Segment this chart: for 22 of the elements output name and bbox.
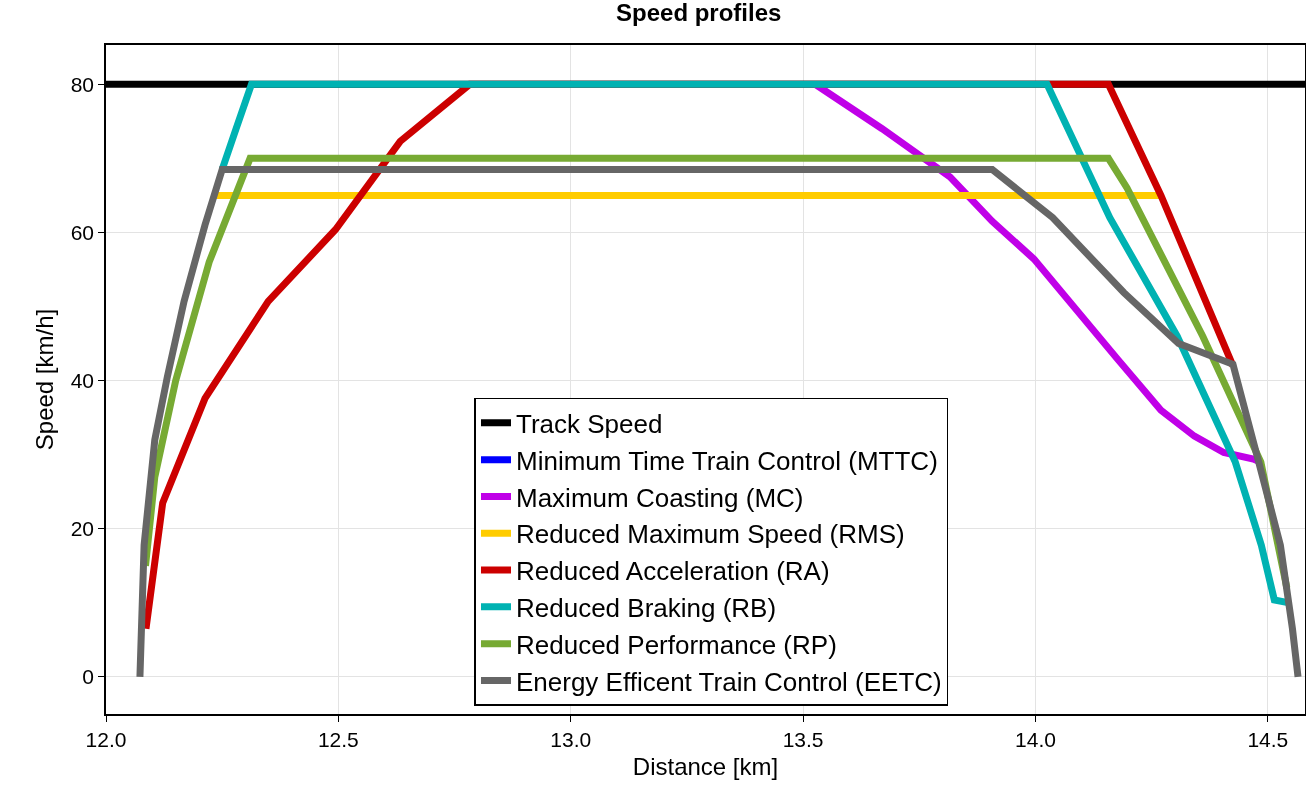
legend-label: Energy Efficent Train Control (EETC) bbox=[515, 666, 942, 697]
legend-label: Maximum Coasting (MC) bbox=[515, 482, 804, 513]
x-axis-title: Distance [km] bbox=[632, 752, 779, 780]
x-tick-label: 13.5 bbox=[782, 727, 824, 751]
chart-title: Speed profiles bbox=[616, 0, 782, 26]
x-tick-label: 14.5 bbox=[1247, 727, 1289, 751]
y-tick-label: 80 bbox=[70, 72, 95, 96]
y-tick-label: 20 bbox=[70, 517, 95, 541]
legend-label: Minimum Time Train Control (MTTC) bbox=[515, 445, 938, 476]
y-axis-title: Speed [km/h] bbox=[31, 308, 59, 451]
x-tick-label: 12.0 bbox=[85, 727, 127, 751]
y-tick-label: 0 bbox=[82, 665, 95, 689]
legend-label: Reduced Performance (RP) bbox=[515, 629, 837, 660]
legend-label: Reduced Maximum Speed (RMS) bbox=[515, 519, 905, 550]
y-tick-label: 60 bbox=[70, 220, 95, 244]
legend-label: Track Speed bbox=[515, 409, 663, 440]
legend-label: Reduced Braking (RB) bbox=[515, 593, 777, 624]
y-tick-label: 40 bbox=[70, 368, 95, 392]
x-tick-label: 14.0 bbox=[1015, 727, 1056, 751]
x-tick-label: 13.0 bbox=[550, 727, 592, 751]
legend-label: Reduced Acceleration (RA) bbox=[515, 556, 830, 587]
x-tick-label: 12.5 bbox=[317, 727, 359, 751]
